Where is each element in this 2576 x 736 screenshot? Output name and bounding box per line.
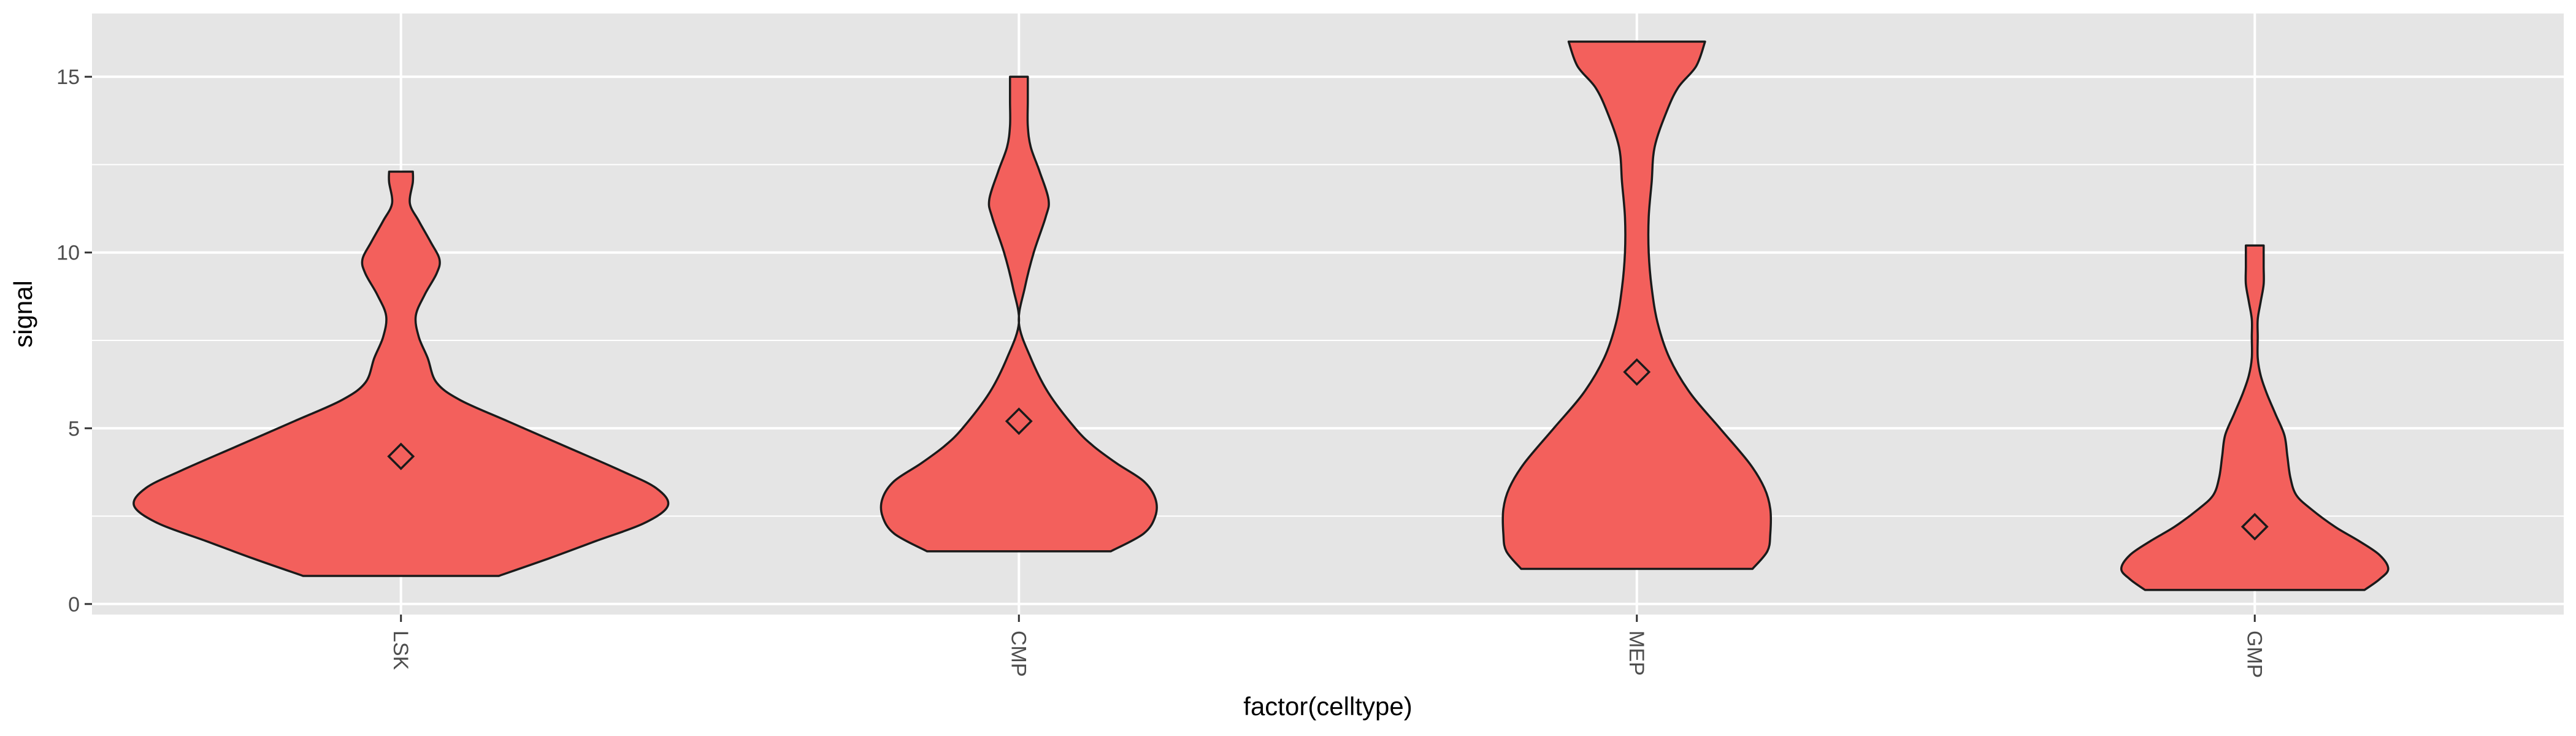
x-axis-ticks: LSK CMP MEP GMP xyxy=(389,615,2266,678)
violin-lsk xyxy=(132,171,670,577)
x-tick-label-mep: MEP xyxy=(1625,631,1648,676)
x-axis-title: factor(celltype) xyxy=(1243,692,1412,721)
x-tick-label-gmp: GMP xyxy=(2242,631,2266,678)
violin-gmp xyxy=(2120,244,2390,591)
x-tick-label-lsk: LSK xyxy=(389,631,412,670)
mean-marker-mep xyxy=(1623,358,1651,386)
mean-markers-layer xyxy=(387,358,2269,541)
violins-layer xyxy=(132,40,2390,591)
y-tick-label: 5 xyxy=(68,417,80,440)
x-tick-label-cmp: CMP xyxy=(1006,631,1030,677)
mean-marker-lsk xyxy=(387,442,415,470)
mean-marker-gmp xyxy=(2241,513,2269,541)
y-tick-label: 10 xyxy=(56,242,80,265)
mean-marker-cmp xyxy=(1005,407,1033,435)
y-tick-label: 15 xyxy=(56,66,80,89)
violin-mep xyxy=(1501,40,1773,570)
violin-cmp xyxy=(880,75,1158,553)
y-axis-ticks: 0 5 10 15 xyxy=(56,66,92,616)
y-tick-label: 0 xyxy=(68,593,80,616)
y-axis-title: signal xyxy=(9,280,37,348)
